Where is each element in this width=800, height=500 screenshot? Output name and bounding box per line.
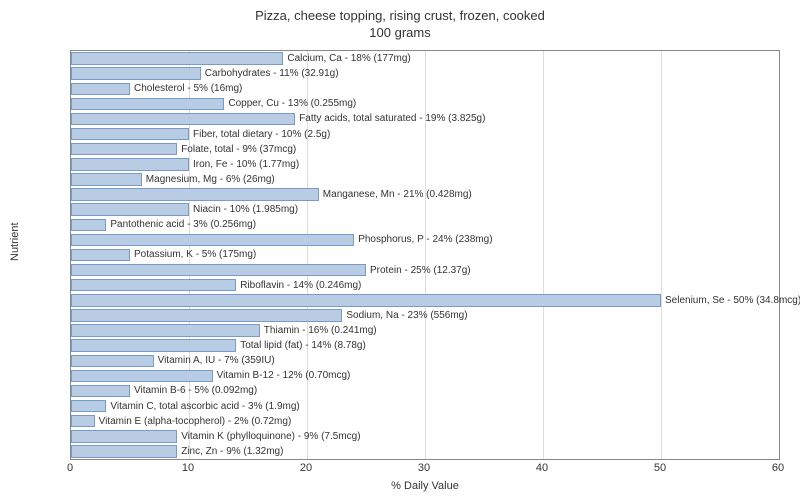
bar-row: Thiamin - 16% (0.241mg) bbox=[71, 324, 377, 336]
bar-row: Cholesterol - 5% (16mg) bbox=[71, 83, 242, 95]
nutrient-label: Vitamin K (phylloquinone) - 9% (7.5mcg) bbox=[181, 431, 360, 442]
nutrient-bar bbox=[71, 83, 130, 95]
bar-row: Potassium, K - 5% (175mg) bbox=[71, 249, 256, 261]
nutrient-label: Selenium, Se - 50% (34.8mcg) bbox=[665, 295, 800, 306]
nutrient-bar bbox=[71, 279, 236, 291]
nutrient-bar bbox=[71, 113, 295, 125]
nutrient-bar bbox=[71, 294, 661, 306]
nutrient-bar bbox=[71, 234, 354, 246]
nutrient-label: Total lipid (fat) - 14% (8.78g) bbox=[240, 340, 366, 351]
nutrient-bar bbox=[71, 264, 366, 276]
nutrient-label: Carbohydrates - 11% (32.91g) bbox=[205, 68, 339, 79]
nutrient-bar bbox=[71, 415, 95, 427]
nutrient-label: Pantothenic acid - 3% (0.256mg) bbox=[110, 219, 256, 230]
bar-row: Folate, total - 9% (37mcg) bbox=[71, 143, 296, 155]
x-tick: 10 bbox=[182, 462, 194, 474]
chart-title: Pizza, cheese topping, rising crust, fro… bbox=[0, 0, 800, 42]
bar-row: Vitamin A, IU - 7% (359IU) bbox=[71, 355, 275, 367]
nutrient-bar bbox=[71, 173, 142, 185]
gridline bbox=[543, 51, 544, 459]
nutrient-label: Magnesium, Mg - 6% (26mg) bbox=[146, 174, 275, 185]
bar-row: Magnesium, Mg - 6% (26mg) bbox=[71, 173, 275, 185]
bar-row: Zinc, Zn - 9% (1.32mg) bbox=[71, 445, 283, 457]
nutrient-label: Iron, Fe - 10% (1.77mg) bbox=[193, 159, 299, 170]
bar-row: Copper, Cu - 13% (0.255mg) bbox=[71, 98, 356, 110]
nutrient-label: Vitamin C, total ascorbic acid - 3% (1.9… bbox=[110, 401, 299, 412]
nutrient-label: Cholesterol - 5% (16mg) bbox=[134, 83, 242, 94]
bar-row: Protein - 25% (12.37g) bbox=[71, 264, 471, 276]
nutrient-label: Niacin - 10% (1.985mg) bbox=[193, 204, 298, 215]
bar-row: Calcium, Ca - 18% (177mg) bbox=[71, 52, 411, 64]
nutrient-label: Thiamin - 16% (0.241mg) bbox=[264, 325, 377, 336]
bar-row: Phosphorus, P - 24% (238mg) bbox=[71, 234, 493, 246]
x-axis-label: % Daily Value bbox=[391, 480, 459, 492]
bar-row: Fatty acids, total saturated - 19% (3.82… bbox=[71, 113, 485, 125]
bar-row: Niacin - 10% (1.985mg) bbox=[71, 203, 298, 215]
nutrient-bar bbox=[71, 158, 189, 170]
x-tick: 60 bbox=[772, 462, 784, 474]
bar-row: Manganese, Mn - 21% (0.428mg) bbox=[71, 188, 472, 200]
nutrient-bar bbox=[71, 370, 213, 382]
bar-row: Vitamin B-12 - 12% (0.70mcg) bbox=[71, 370, 350, 382]
nutrient-label: Folate, total - 9% (37mcg) bbox=[181, 144, 296, 155]
nutrient-label: Copper, Cu - 13% (0.255mg) bbox=[228, 98, 356, 109]
nutrient-bar bbox=[71, 128, 189, 140]
gridline bbox=[661, 51, 662, 459]
nutrient-bar bbox=[71, 98, 224, 110]
nutrient-bar bbox=[71, 188, 319, 200]
nutrient-label: Potassium, K - 5% (175mg) bbox=[134, 249, 256, 260]
title-line-2: 100 grams bbox=[369, 25, 430, 40]
x-tick: 0 bbox=[67, 462, 73, 474]
bar-row: Pantothenic acid - 3% (0.256mg) bbox=[71, 219, 256, 231]
nutrient-bar bbox=[71, 385, 130, 397]
bar-row: Iron, Fe - 10% (1.77mg) bbox=[71, 158, 299, 170]
x-axis: % Daily Value 0102030405060 bbox=[70, 462, 780, 492]
bar-row: Sodium, Na - 23% (556mg) bbox=[71, 309, 468, 321]
bar-row: Carbohydrates - 11% (32.91g) bbox=[71, 67, 339, 79]
bar-row: Vitamin K (phylloquinone) - 9% (7.5mcg) bbox=[71, 430, 361, 442]
bar-row: Selenium, Se - 50% (34.8mcg) bbox=[71, 294, 800, 306]
nutrient-label: Vitamin B-6 - 5% (0.092mg) bbox=[134, 385, 257, 396]
nutrient-bar bbox=[71, 339, 236, 351]
nutrient-label: Manganese, Mn - 21% (0.428mg) bbox=[323, 189, 472, 200]
nutrient-bar bbox=[71, 67, 201, 79]
nutrient-bar bbox=[71, 219, 106, 231]
nutrient-label: Zinc, Zn - 9% (1.32mg) bbox=[181, 446, 283, 457]
bar-row: Riboflavin - 14% (0.246mg) bbox=[71, 279, 361, 291]
plot-area: Calcium, Ca - 18% (177mg) Carbohydrates -… bbox=[70, 50, 780, 460]
nutrient-label: Vitamin B-12 - 12% (0.70mcg) bbox=[217, 370, 351, 381]
nutrient-label: Vitamin E (alpha-tocopherol) - 2% (0.72m… bbox=[99, 416, 292, 427]
nutrient-label: Phosphorus, P - 24% (238mg) bbox=[358, 234, 492, 245]
nutrient-bar bbox=[71, 445, 177, 457]
nutrient-bar bbox=[71, 249, 130, 261]
nutrient-bar bbox=[71, 143, 177, 155]
nutrient-label: Vitamin A, IU - 7% (359IU) bbox=[158, 355, 275, 366]
x-tick: 30 bbox=[418, 462, 430, 474]
nutrient-bar bbox=[71, 355, 154, 367]
nutrient-label: Fiber, total dietary - 10% (2.5g) bbox=[193, 129, 330, 140]
bar-row: Vitamin C, total ascorbic acid - 3% (1.9… bbox=[71, 400, 300, 412]
bar-row: Vitamin B-6 - 5% (0.092mg) bbox=[71, 385, 257, 397]
bar-row: Total lipid (fat) - 14% (8.78g) bbox=[71, 339, 366, 351]
nutrient-bar bbox=[71, 309, 342, 321]
nutrient-chart: Pizza, cheese topping, rising crust, fro… bbox=[0, 0, 800, 500]
x-tick: 20 bbox=[300, 462, 312, 474]
nutrient-bar bbox=[71, 324, 260, 336]
nutrient-bar bbox=[71, 203, 189, 215]
nutrient-bar bbox=[71, 400, 106, 412]
bar-row: Vitamin E (alpha-tocopherol) - 2% (0.72m… bbox=[71, 415, 291, 427]
y-axis-label: Nutrient bbox=[9, 222, 21, 261]
nutrient-label: Sodium, Na - 23% (556mg) bbox=[346, 310, 467, 321]
x-tick: 50 bbox=[654, 462, 666, 474]
nutrient-bar bbox=[71, 430, 177, 442]
x-tick: 40 bbox=[536, 462, 548, 474]
nutrient-bar bbox=[71, 52, 283, 64]
title-line-1: Pizza, cheese topping, rising crust, fro… bbox=[255, 8, 545, 23]
nutrient-label: Calcium, Ca - 18% (177mg) bbox=[287, 53, 410, 64]
bar-row: Fiber, total dietary - 10% (2.5g) bbox=[71, 128, 330, 140]
nutrient-label: Fatty acids, total saturated - 19% (3.82… bbox=[299, 113, 485, 124]
nutrient-label: Riboflavin - 14% (0.246mg) bbox=[240, 280, 361, 291]
nutrient-label: Protein - 25% (12.37g) bbox=[370, 265, 471, 276]
